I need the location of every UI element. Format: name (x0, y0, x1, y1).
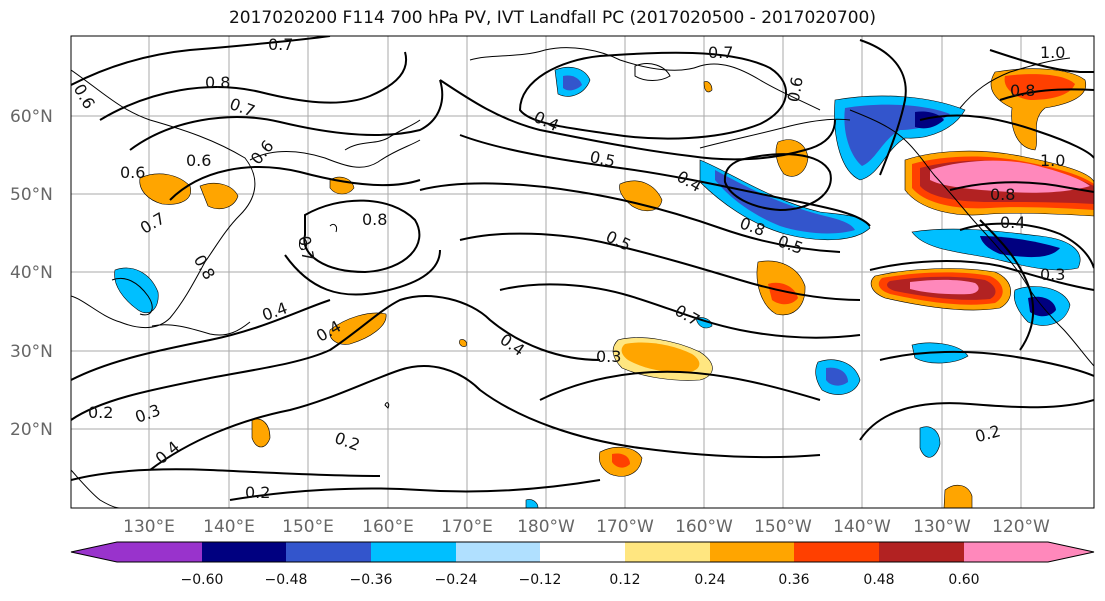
latitude-labels: 60°N 50°N 40°N 30°N 20°N (10, 107, 53, 440)
lat-label: 20°N (10, 420, 53, 440)
colorbar-seg (879, 542, 964, 562)
negative-anomaly-small-2 (919, 426, 941, 458)
contour-label: 0.6 (120, 163, 145, 182)
positive-anomaly-170w-o (621, 342, 700, 373)
colorbar-tick: −0.12 (519, 572, 562, 588)
positive-anomaly-tropics-r (612, 453, 630, 468)
contour-label: 0.4 (531, 107, 562, 135)
colorbar-seg (286, 542, 371, 562)
contour-label: 0.3 (1040, 265, 1065, 284)
colorbar-seg (71, 542, 117, 562)
colorbar-seg (456, 542, 540, 562)
positive-anomaly-30n-p (910, 279, 979, 295)
longitude-labels: 130°E 140°E 150°E 160°E 170°E 180°W 170°… (123, 517, 1050, 537)
contour-label: 0.8 (362, 210, 387, 229)
colorbar-tick: −0.24 (435, 572, 478, 588)
colorbar-seg (202, 542, 286, 562)
contour-label: 0.8 (1010, 81, 1035, 100)
contour-label: 0.6 (70, 81, 99, 113)
contour-label: 0.3 (596, 347, 621, 366)
positive-anomaly-asia-1 (139, 173, 191, 205)
lat-label: 30°N (10, 342, 53, 362)
coastlines (71, 47, 1094, 508)
lon-label: 180°W (517, 517, 575, 537)
map-layer: 0.7 0.7 0.8 0.6 0.7 0.6 0.4 0.8 0.6 0.5 … (70, 35, 1094, 508)
lon-label: 130°E (123, 517, 175, 537)
positive-anomaly-gulf (775, 139, 809, 177)
lon-label: 140°E (203, 517, 255, 537)
map-frame (70, 35, 1095, 509)
colorbar: −0.60 −0.48 −0.36 −0.24 −0.12 0.12 0.24 … (70, 541, 1095, 588)
contour-label: 0.3 (133, 400, 163, 427)
negative-anomaly-bering-core (563, 75, 582, 91)
contour-label: 0.5 (588, 147, 617, 171)
contour-label: 0.4 (1000, 213, 1025, 232)
lon-label: 130°W (913, 517, 971, 537)
contour-label: 0.8 (990, 185, 1015, 204)
contour-label: 0.7 (137, 208, 169, 237)
negative-anomaly-band-core (715, 170, 855, 234)
contour-label: 1.0 (1040, 151, 1065, 170)
positive-anomaly-asia-2 (199, 183, 239, 209)
contour-label: 0.7 (268, 35, 293, 54)
contour-lines (71, 36, 1094, 501)
map-title: 2017020200 F114 700 hPa PV, IVT Landfall… (228, 8, 876, 28)
negative-anomaly-gulf-of-alaska-max (915, 111, 944, 129)
contour-label: 0.2 (245, 483, 270, 502)
colorbar-seg (1048, 542, 1094, 562)
positive-anomaly-small-6 (459, 339, 467, 347)
contour-label: 0.4 (260, 298, 290, 325)
contour-label: 0.2 (332, 428, 362, 455)
colorbar-tick: 0.60 (948, 572, 979, 588)
contour-label: 0.6 (247, 136, 278, 168)
contour-label: 0.4 (496, 330, 528, 360)
positive-anomaly-small-5 (703, 81, 713, 93)
contour-label: 0.8 (205, 73, 230, 92)
colorbar-tick: 0.36 (778, 572, 809, 588)
colorbar-seg (540, 542, 625, 562)
colorbar-tick: −0.48 (265, 572, 308, 588)
colorbar-tick: −0.60 (181, 572, 224, 588)
lat-label: 40°N (10, 263, 53, 283)
lon-label: 170°W (596, 517, 654, 537)
contour-label: 0.5 (603, 227, 634, 255)
positive-anomaly-150w-r (768, 282, 798, 305)
lat-label: 50°N (10, 185, 53, 205)
colorbar-seg (371, 542, 456, 562)
lon-label: 160°E (362, 517, 414, 537)
lon-label: 170°E (441, 517, 493, 537)
colorbar-seg (710, 542, 794, 562)
positive-anomaly-160w (619, 180, 663, 212)
colorbar-seg (117, 542, 202, 562)
positive-anomaly-small-3 (251, 418, 271, 448)
contour-label: 0.2 (88, 403, 113, 422)
contour-label: 0.7 (295, 234, 318, 262)
colorbar-seg (964, 542, 1048, 562)
lon-label: 150°W (754, 517, 812, 537)
contour-label: 0.7 (708, 43, 733, 62)
lon-label: 120°W (992, 517, 1050, 537)
colorbar-tick: 0.24 (694, 572, 725, 588)
contour-label: 1.0 (1040, 43, 1065, 62)
contour-label: 0.6 (784, 75, 807, 103)
lat-label: 60°N (10, 107, 53, 127)
negative-anomaly-east-pacific-core (826, 367, 848, 386)
contour-label: 0.8 (190, 251, 219, 283)
lon-label: 150°E (282, 517, 334, 537)
contour-label: 0.4 (152, 437, 184, 468)
contour-label: 0.7 (671, 301, 703, 330)
lon-label: 140°W (833, 517, 891, 537)
colorbar-tick: 0.12 (609, 572, 640, 588)
negative-anomaly-small-4 (525, 499, 539, 508)
colorbar-tick: 0.48 (863, 572, 894, 588)
positive-anomaly-small-4 (943, 484, 973, 508)
colorbar-tick: −0.36 (350, 572, 393, 588)
contour-label: 0.6 (186, 151, 211, 170)
colorbar-seg (625, 542, 710, 562)
contour-label: 0.2 (973, 421, 1003, 446)
colorbar-outline (70, 541, 1095, 563)
colorbar-seg (794, 542, 879, 562)
lon-label: 160°W (675, 517, 733, 537)
